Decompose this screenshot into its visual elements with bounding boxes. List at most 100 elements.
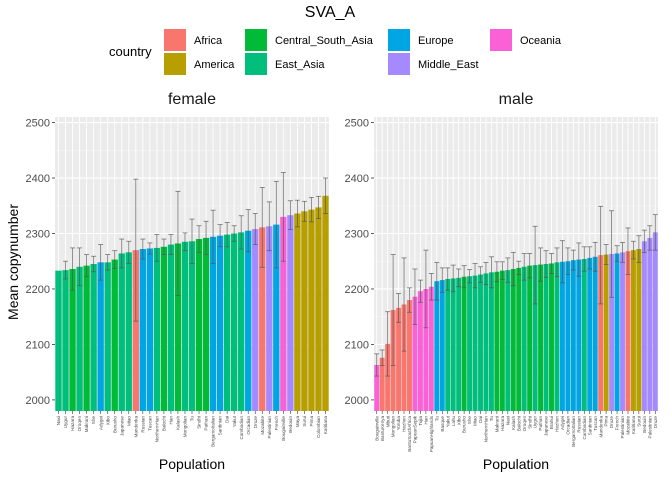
error-bar-mozabite <box>625 227 631 275</box>
x-tick-label-sardinian: Sardinian <box>587 416 592 436</box>
x-tick-label-colombian: Colombian <box>316 416 321 438</box>
x-tick-label-makrani: Makrani <box>494 416 499 432</box>
x-tick-label-pathan: Pathan <box>204 416 209 431</box>
bar-surui <box>636 249 642 411</box>
bar-mandenka <box>132 250 139 411</box>
y-tick-label: 2100 <box>345 339 369 351</box>
error-bar-xibo <box>105 254 111 271</box>
panel-title-male: male <box>499 91 534 108</box>
error-bar-yoruba <box>396 292 402 323</box>
legend-label-central-south-asia: Central_South_Asia <box>275 35 374 47</box>
legend-title: country <box>109 44 152 59</box>
x-tick-label-adygei: Adygei <box>98 416 103 430</box>
x-tick-label-tu: Tu <box>190 416 195 422</box>
chart-title: SVA_A <box>305 4 356 21</box>
error-bar-bergamoitalian <box>570 249 576 271</box>
error-bar-yakut <box>445 267 451 291</box>
x-tick-label-hezhen: Hezhen <box>402 416 407 432</box>
error-bar-miao <box>472 263 478 289</box>
y-tick-label: 2200 <box>26 284 50 296</box>
x-tick-label-basque: Basque <box>440 416 445 432</box>
bar-tu <box>188 241 196 411</box>
legend-key-europe <box>388 29 410 51</box>
x-tick-label-makrani: Makrani <box>84 416 89 432</box>
error-bar-makrani <box>494 261 500 283</box>
error-bar-she <box>467 269 473 284</box>
bar-tu <box>434 281 440 411</box>
bar-hezhen <box>554 262 560 411</box>
error-bar-hazara <box>499 261 505 280</box>
error-bar-japanese <box>543 250 549 278</box>
bar-bedouin <box>641 241 647 411</box>
bar-she <box>90 264 97 411</box>
bar-mozabite <box>625 251 631 411</box>
bar-cambodian <box>238 232 245 411</box>
bar-oroqen <box>76 266 83 411</box>
error-bar-hezhen <box>554 247 560 278</box>
error-bar-balochi <box>516 260 522 275</box>
error-bar-burusho <box>461 265 467 289</box>
error-bar-tuscan <box>147 242 153 255</box>
x-tick-label-bougainville: Bougainville <box>281 416 286 441</box>
x-tick-label-oroqen: Oroqen <box>77 416 82 432</box>
bar-druze <box>609 254 615 411</box>
x-tick-label-xibo: Xibo <box>105 416 110 426</box>
error-bar-mongolian <box>182 232 188 252</box>
x-tick-label-pima: Pima <box>604 416 609 427</box>
error-bar-adygei <box>559 240 565 284</box>
x-tick-label-palestinian: Palestinian <box>267 416 272 439</box>
error-bar-cambodian <box>238 215 244 250</box>
error-bar-miao <box>126 240 132 264</box>
error-bar-mbuti <box>385 311 391 377</box>
bar-miao <box>125 252 132 411</box>
bar-northernhan <box>153 247 161 411</box>
bar-tuscan <box>592 256 598 411</box>
bar-burusho <box>111 259 118 411</box>
x-tick-label-orcadian: Orcadian <box>246 416 251 435</box>
bar-balochi <box>160 246 168 411</box>
x-tick-label-pathan: Pathan <box>538 416 543 431</box>
x-tick-label-japanese: Japanese <box>119 416 124 436</box>
bar-naxi <box>505 270 511 411</box>
legend-label-middle-east: Middle_East <box>418 59 479 71</box>
error-bar-balochi <box>161 238 167 255</box>
x-tick-label-balochi: Balochi <box>161 416 166 431</box>
x-tick-label-japanese: Japanese <box>544 416 549 436</box>
error-bar-bergamoitalian <box>210 209 216 264</box>
bar-sardinian <box>587 257 593 411</box>
bar-basque <box>439 280 445 411</box>
error-bar-bedouin <box>287 200 293 231</box>
error-bar-yakut <box>231 225 237 242</box>
x-tick-label-balochi: Balochi <box>516 416 521 431</box>
bar-papuanhighlands <box>428 286 434 411</box>
legend-label-oceania: Oceania <box>520 35 562 47</box>
x-tick-label-mozabite: Mozabite <box>260 416 265 435</box>
error-bar-bedouin <box>641 229 647 253</box>
x-tick-label-dai: Dai <box>478 416 483 423</box>
x-tick-label-miao: Miao <box>473 416 478 426</box>
x-tick-label-brahui: Brahui <box>549 416 554 429</box>
x-tick-label-mozabite: Mozabite <box>626 416 631 435</box>
x-tick-label-naxi: Naxi <box>56 416 61 425</box>
error-bar-hazara <box>70 247 76 291</box>
error-bar-papuansepik <box>412 268 418 325</box>
bar-sardinian <box>216 235 224 411</box>
bar-han <box>423 288 429 411</box>
error-bar-han <box>423 249 429 329</box>
x-tick-label-french: French <box>615 416 620 431</box>
error-bar-mandenka <box>133 178 139 322</box>
x-axis-label: Population <box>483 456 549 472</box>
error-bar-surui <box>636 235 642 263</box>
x-tick-label-orcadian: Orcadian <box>565 416 570 435</box>
error-bar-basque <box>439 267 445 293</box>
x-tick-label-uygur: Uygur <box>63 416 68 429</box>
error-bar-dai <box>478 266 483 283</box>
x-tick-label-bedouin: Bedouin <box>642 416 647 433</box>
x-tick-label-northernhan: NorthernHan <box>484 416 489 443</box>
bar-she <box>467 276 473 411</box>
bar-bantukenya <box>379 357 385 411</box>
legend-label-east-asia: East_Asia <box>275 59 325 71</box>
x-tick-label-bedouin: Bedouin <box>288 416 293 433</box>
error-bar-adygei <box>98 244 104 281</box>
x-tick-label-karitiana: Karitiana <box>631 416 636 435</box>
